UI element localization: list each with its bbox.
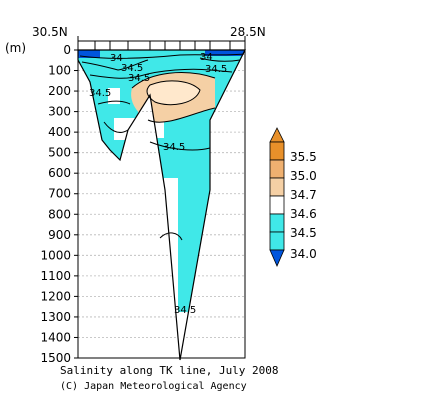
colorbar-swatch-35.5 — [269, 141, 285, 161]
contour-line — [147, 107, 216, 123]
contour-line — [146, 80, 201, 106]
colorbar-label: 34.5 — [290, 226, 317, 240]
y-tick-label: 1500 — [40, 351, 71, 365]
colorbar-swatch-34.6 — [269, 195, 285, 215]
colorbar-label: 35.0 — [290, 169, 317, 183]
y-tick-label: 1000 — [40, 248, 71, 262]
colorbar-label: 34.6 — [290, 207, 317, 221]
colorbar-swatch-34.0 — [269, 231, 285, 251]
colorbar: 35.5 35.0 34.7 34.6 34.5 34.0 — [269, 127, 317, 267]
contour-line — [79, 53, 245, 59]
caption-copyright: (C) Japan Meteorological Agency — [60, 381, 247, 392]
cyan-layer-left — [78, 100, 138, 160]
y-tick-label: 300 — [48, 105, 71, 119]
colorbar-swatch-34.7 — [269, 177, 285, 197]
lat-label-right: 28.5N — [230, 25, 266, 39]
colorbar-label: 35.5 — [290, 150, 317, 164]
y-axis-label: (m) — [5, 41, 26, 55]
y-tick-label: 700 — [48, 187, 71, 201]
contour-label: 34 — [110, 53, 123, 64]
contour-label: 34.5 — [89, 88, 111, 99]
contour-line — [199, 57, 241, 62]
contour-line — [149, 141, 211, 151]
contour-label: 34 — [200, 52, 213, 63]
colorbar-label: 34.0 — [290, 247, 317, 261]
contour-label: 34.5 — [163, 142, 185, 153]
contour-labels: 34 34.5 34.5 34.5 34 34.5 34.5 34.5 — [89, 52, 227, 316]
contour-line — [81, 59, 149, 71]
y-tick-label: 1400 — [40, 330, 71, 344]
blue-surface-left — [78, 50, 100, 58]
colorbar-swatch-35.0 — [269, 159, 285, 179]
y-axis: 0 100 200 300 400 500 600 700 800 900 1000 1100 1200… — [40, 43, 245, 365]
high-salinity-inner — [147, 80, 200, 105]
caption-title: Salinity along TK line, July 2008 — [60, 364, 279, 377]
colorbar-label: 34.7 — [290, 188, 317, 202]
white-gap-left — [114, 118, 146, 140]
y-tick-label: 200 — [48, 84, 71, 98]
y-tick-label: 800 — [48, 207, 71, 221]
lat-label-left: 30.5N — [32, 25, 68, 39]
y-tick-label: 1300 — [40, 310, 71, 324]
y-tick-label: 500 — [48, 146, 71, 160]
contour-line — [89, 68, 233, 79]
contour-label: 34.5 — [174, 305, 196, 316]
contour-line — [103, 121, 129, 133]
contour-label: 34.5 — [121, 63, 143, 74]
y-tick-label: 1200 — [40, 289, 71, 303]
contour-label: 34.5 — [205, 64, 227, 75]
station-ticks — [77, 36, 246, 50]
contour-lines — [79, 53, 245, 241]
blue-surface-right — [205, 50, 245, 56]
colorbar-top-arrow — [269, 127, 285, 143]
y-tick-label: 0 — [63, 43, 71, 57]
white-gap-upper — [108, 88, 120, 104]
contour-line — [159, 232, 183, 241]
colorbar-bottom-arrow — [269, 249, 285, 267]
y-tick-label: 600 — [48, 166, 71, 180]
y-tick-label: 400 — [48, 125, 71, 139]
y-tick-label: 900 — [48, 228, 71, 242]
y-tick-label: 100 — [48, 64, 71, 78]
contour-line — [97, 100, 131, 105]
y-tick-label: 1100 — [40, 269, 71, 283]
colorbar-swatch-34.5 — [269, 213, 285, 233]
section-outline — [77, 49, 246, 361]
contour-label: 34.5 — [128, 73, 150, 84]
contour-line — [131, 72, 216, 89]
